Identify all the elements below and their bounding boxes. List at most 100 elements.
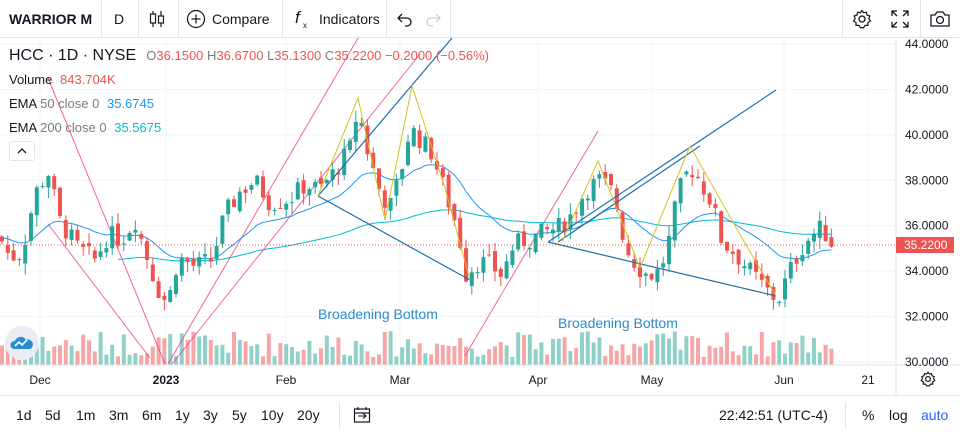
range-button-6m[interactable]: 6m xyxy=(142,407,162,423)
candles-icon xyxy=(149,10,165,27)
volume-bar xyxy=(365,351,370,365)
range-button-1m[interactable]: 1m xyxy=(76,407,96,423)
trend-line[interactable] xyxy=(317,38,453,197)
range-button-3m[interactable]: 3m xyxy=(109,407,129,423)
channel-line[interactable] xyxy=(47,77,166,365)
trend-line[interactable] xyxy=(547,89,777,243)
candle-body xyxy=(568,214,573,230)
goto-date-button[interactable] xyxy=(353,406,371,429)
candle-body xyxy=(440,168,445,178)
volume-bar xyxy=(661,333,666,365)
candle-body xyxy=(423,136,428,152)
range-button-1y[interactable]: 1y xyxy=(175,407,190,423)
range-button-3y[interactable]: 3y xyxy=(203,407,218,423)
trend-line[interactable] xyxy=(317,195,471,281)
volume-bar xyxy=(0,345,4,365)
pattern-drawings[interactable] xyxy=(317,38,777,297)
volume-bar xyxy=(522,335,526,365)
percent-toggle[interactable]: % xyxy=(862,407,875,423)
compare-button[interactable]: Compare xyxy=(186,0,270,37)
time-axis[interactable]: Dec 2023 Feb Mar Apr May Jun 21 xyxy=(29,373,875,387)
range-button-5d[interactable]: 5d xyxy=(45,407,61,423)
candle-body xyxy=(232,199,236,207)
price-tick-label: 38.0000 xyxy=(905,173,949,187)
volume-bar xyxy=(823,344,828,365)
candle-body xyxy=(17,258,22,260)
candle-body xyxy=(667,235,671,265)
volume-bar xyxy=(713,347,718,365)
volume-bar xyxy=(377,354,381,365)
volume-bar xyxy=(498,342,503,365)
volume-bar xyxy=(551,338,555,365)
time-axis-settings-button[interactable] xyxy=(920,371,938,389)
fullscreen-button[interactable] xyxy=(891,0,909,37)
candle-body xyxy=(342,148,347,175)
volume-bar xyxy=(58,345,62,365)
candle-body xyxy=(661,263,666,268)
volume-bar xyxy=(145,353,149,365)
candle-body xyxy=(266,195,271,211)
candle-body xyxy=(649,273,654,280)
candle-body xyxy=(330,169,335,180)
last-price-badge xyxy=(896,237,954,253)
channel-line[interactable] xyxy=(47,223,151,359)
volume-bar xyxy=(527,334,532,365)
zigzag-line[interactable] xyxy=(561,144,777,297)
symbol-search[interactable]: WARRIOR M xyxy=(9,10,93,27)
undo-button[interactable] xyxy=(396,0,414,37)
candle-body xyxy=(788,262,793,279)
channel-line[interactable] xyxy=(171,53,421,365)
candle-body xyxy=(725,241,729,251)
collapse-legend-button[interactable] xyxy=(9,141,35,161)
channel-line[interactable] xyxy=(464,130,599,357)
range-button-1d[interactable]: 1d xyxy=(16,407,32,423)
volume-bar xyxy=(87,340,91,365)
volume-bar xyxy=(754,354,758,365)
ema200-params: 200 close 0 xyxy=(40,120,107,135)
time-tick-label: 2023 xyxy=(153,373,180,387)
price-axis[interactable]: 44.0000 42.0000 40.0000 38.0000 36.0000 34.00… xyxy=(905,38,949,369)
range-button-10y[interactable]: 10y xyxy=(261,407,284,423)
trend-line[interactable] xyxy=(547,241,777,297)
volume-bar xyxy=(516,332,521,365)
range-button-20y[interactable]: 20y xyxy=(297,407,320,423)
volume-bar xyxy=(174,356,178,365)
log-toggle[interactable]: log xyxy=(889,407,908,423)
volume-bar xyxy=(214,345,219,365)
volume-legend[interactable]: Volume 843.704K xyxy=(9,72,116,87)
ema50-legend[interactable]: EMA 50 close 0 35.6745 xyxy=(9,96,154,111)
settings-button[interactable] xyxy=(852,0,872,37)
candle-body xyxy=(678,178,683,204)
volume-bar xyxy=(272,356,277,365)
timezone-clock[interactable]: 22:42:51 (UTC-4) xyxy=(719,407,828,423)
volume-bar xyxy=(719,346,724,365)
redo-button[interactable] xyxy=(424,0,442,37)
volume-bar xyxy=(69,345,74,365)
low-value: 35.1300 xyxy=(274,48,322,63)
chart-type-button[interactable] xyxy=(148,0,166,37)
candle-body xyxy=(34,187,39,216)
range-button-5y[interactable]: 5y xyxy=(232,407,247,423)
candle-body xyxy=(475,272,480,274)
volume-bar xyxy=(92,351,97,365)
ema200-legend[interactable]: EMA 200 close 0 35.5675 xyxy=(9,120,161,135)
candle-body xyxy=(197,257,202,267)
time-tick-label: Feb xyxy=(276,373,297,387)
candle-body xyxy=(417,130,422,149)
trend-line[interactable] xyxy=(557,145,701,243)
open-label: O xyxy=(146,48,157,63)
interval-button[interactable]: D xyxy=(114,10,125,27)
volume-bar xyxy=(701,356,706,365)
high-value: 36.6700 xyxy=(216,48,264,63)
indicators-button[interactable]: f x Indicators xyxy=(293,0,380,37)
candle-body xyxy=(696,176,700,179)
volume-bar xyxy=(452,346,457,365)
auto-toggle[interactable]: auto xyxy=(921,407,949,423)
candle-body xyxy=(40,186,45,188)
snapshot-button[interactable] xyxy=(929,0,951,37)
chart-pane[interactable]: 44.0000 42.0000 40.0000 38.0000 36.0000 34.00… xyxy=(0,38,960,395)
channel-drawings[interactable] xyxy=(47,38,599,365)
price-chart[interactable]: 44.0000 42.0000 40.0000 38.0000 36.0000 34.00… xyxy=(0,38,960,395)
zigzag-line[interactable] xyxy=(317,84,471,281)
volume-bar xyxy=(278,343,283,365)
